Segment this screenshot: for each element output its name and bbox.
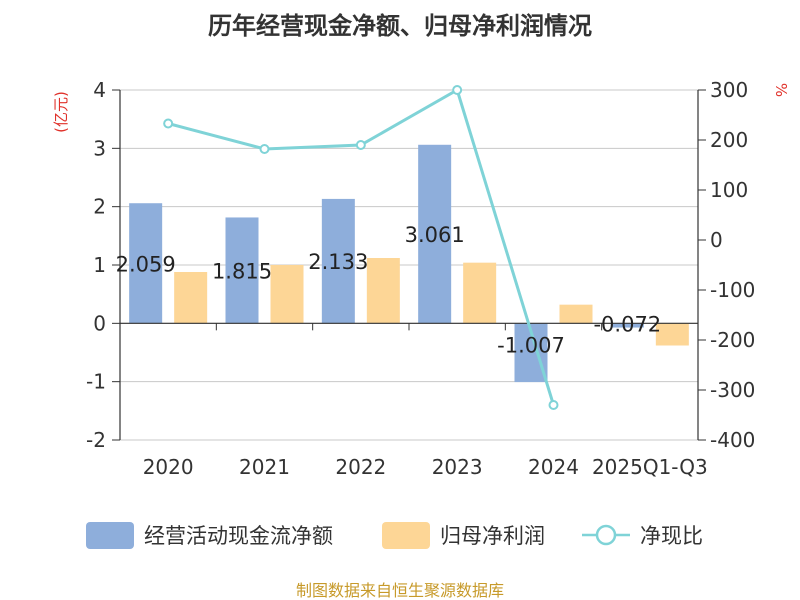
right-tick-label: -200 [710,328,755,352]
bar-cash-flow [225,217,259,324]
bar-net-profit [559,304,593,324]
data-labels: 2.059 1.815 2.133 3.061 -1.007 -0.072 [116,223,662,357]
category-label: 2020 [143,455,194,479]
legend-label: 经营活动现金流净额 [144,524,333,548]
cash-flow-value-label: 3.061 [405,223,465,247]
line-point [548,400,559,410]
right-tick-label: 300 [710,78,748,102]
line-point [163,118,174,129]
category-label: 2024 [528,455,579,479]
category-label: 2023 [432,455,483,479]
legend-label: 净现比 [640,524,703,548]
right-tick-label: -400 [710,428,755,452]
left-tick-label: -1 [86,370,106,394]
cash-flow-value-label: -1.007 [497,334,565,358]
axes [112,89,706,441]
legend: 经营活动现金流净额 归母净利润 净现比 [86,522,703,549]
bar-net-profit [174,272,208,324]
cash-flow-value-label: 2.059 [116,252,176,276]
gridlines [120,89,698,441]
bar-series [129,144,689,383]
left-tick-label: 4 [93,78,106,102]
legend-swatch [382,522,430,549]
line-point [452,85,463,95]
bar-cash-flow [418,144,452,324]
source-note: 制图数据来自恒生聚源数据库 [296,581,504,600]
bar-net-profit [463,262,497,324]
line-point [259,144,270,154]
right-tick-label: 0 [710,228,723,252]
cash-flow-value-label: -0.072 [593,312,661,336]
line-point [355,140,366,150]
left-tick-label: 3 [93,136,106,160]
line-series [163,85,559,410]
right-tick-label: 200 [710,128,748,152]
legend-label: 归母净利润 [440,524,545,548]
bar-net-profit [366,258,400,324]
tick-labels: -2 -1 0 1 2 3 4 -400 -300 -200 -100 0 100 200 300 2020 2… [86,78,755,479]
bar-cash-flow [321,198,355,324]
category-label: 2021 [239,455,290,479]
right-tick-label: -300 [710,378,755,402]
category-label: 2025Q1-Q3 [592,455,708,479]
cash-flow-value-label: 1.815 [212,259,272,283]
bar-net-profit [270,265,304,324]
left-axis-unit: (亿元) [52,91,70,133]
bar-cash-flow [610,323,644,328]
bar-cash-flow [129,203,163,324]
right-tick-label: 100 [710,178,748,202]
right-tick-label: -100 [710,278,755,302]
chart-title: 历年经营现金净额、归母净利润情况 [208,12,592,40]
right-axis-unit: % [772,83,790,97]
left-tick-label: 2 [93,195,106,219]
left-tick-label: 1 [93,253,106,277]
legend-marker [595,524,617,546]
cash-flow-value-label: 2.133 [308,250,368,274]
bar-net-profit [655,323,689,346]
left-tick-label: 0 [93,311,106,335]
legend-swatch [86,522,134,549]
left-tick-label: -2 [86,428,106,452]
category-label: 2022 [335,455,386,479]
